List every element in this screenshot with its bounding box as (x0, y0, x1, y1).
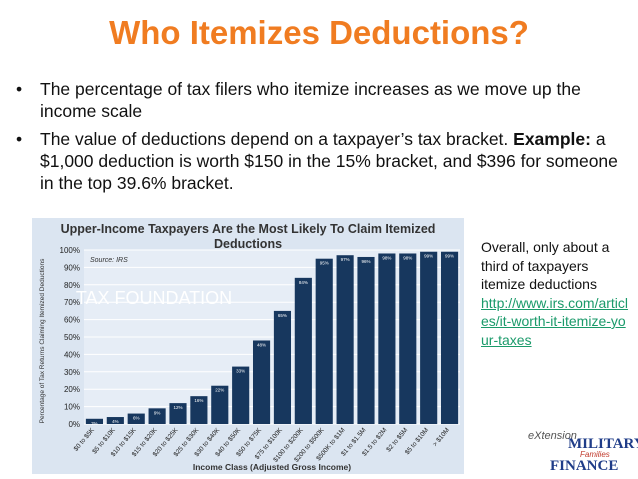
bar (315, 258, 333, 424)
bullet-text: a $1,000 deduction is worth $150 in the … (40, 129, 618, 193)
bar (252, 340, 271, 424)
y-tick-label: 0% (68, 420, 80, 429)
bar (294, 277, 312, 424)
page-title: Who Itemizes Deductions? (109, 14, 529, 51)
y-tick-label: 30% (64, 368, 80, 377)
side-note: Overall, only about a third of taxpayers… (481, 238, 631, 349)
bar-value-label: 6% (133, 416, 140, 421)
bullet-text: The value of deductions depend on a taxp… (40, 129, 509, 149)
bar (169, 403, 187, 424)
chart-panel: Upper-Income Taxpayers Are the Most Like… (32, 218, 464, 474)
bar-value-label: 33% (236, 369, 245, 374)
y-tick-label: 90% (64, 263, 80, 272)
logo-families: Families (580, 450, 610, 459)
bullet-item: • The value of deductions depend on a ta… (16, 128, 626, 194)
bar-chart: Source: IRS TAX FOUNDATION 0% 10% 20% 30% 40% 5… (39, 246, 460, 472)
y-tick-label: 80% (64, 281, 80, 290)
bar-value-label: 16% (194, 398, 203, 403)
bar-value-label: 98% (403, 255, 412, 260)
y-tick-label: 10% (64, 403, 80, 412)
bar-value-label: 98% (382, 255, 391, 260)
bullet-text: The percentage of tax filers who itemize… (40, 79, 581, 121)
bullet-list: • The percentage of tax filers who itemi… (16, 78, 626, 200)
y-tick-label: 40% (64, 350, 80, 359)
bar-value-label: 95% (320, 261, 329, 266)
y-tick-label: 50% (64, 333, 80, 342)
y-tick-label: 100% (60, 246, 80, 255)
bullet-dot: • (16, 129, 23, 149)
chart-title: Upper-Income Taxpayers Are the Most Like… (60, 222, 436, 251)
bar (148, 408, 166, 424)
logo-extension: eXtension (528, 430, 577, 442)
y-tick-label: 60% (64, 316, 80, 325)
x-tick-label: > $10M (432, 427, 451, 448)
bullet-dot: • (16, 79, 23, 99)
bar-value-label: 12% (173, 405, 182, 410)
side-note-text: Overall, only about a third of taxpayers… (481, 239, 610, 292)
bar (399, 253, 417, 424)
bar (336, 255, 354, 424)
logo-military: MILITARY (568, 436, 638, 452)
bar-value-label: 9% (154, 410, 161, 415)
bar-value-label: 65% (278, 313, 287, 318)
bar (378, 253, 396, 424)
y-tick-label: 20% (64, 385, 80, 394)
irs-link[interactable]: http://www.irs.com/articles/it-worth-it-… (481, 294, 629, 348)
bar-value-label: 22% (215, 388, 224, 393)
bar (273, 310, 292, 424)
chart-source: Source: IRS (90, 257, 128, 264)
extension-military-finance-logo: eXtension MILITARY Families FINANCE (522, 420, 638, 476)
bar-value-label: 84% (299, 280, 308, 285)
example-label: Example: (513, 129, 591, 149)
y-tick-label: 70% (64, 298, 80, 307)
bar (440, 251, 459, 424)
bar-value-label: 4% (112, 419, 119, 424)
x-axis-label: Income Class (Adjusted Gross Income) (193, 462, 351, 472)
watermark-logo: TAX FOUNDATION (76, 288, 232, 308)
bar (106, 417, 124, 424)
logo-finance: FINANCE (550, 458, 619, 474)
bar-value-label: 48% (257, 342, 266, 347)
bar-value-label: 99% (424, 254, 433, 259)
bar-value-label: 3% (91, 421, 98, 426)
bar (232, 366, 250, 424)
bullet-item: • The percentage of tax filers who itemi… (16, 78, 626, 122)
bar (357, 256, 375, 424)
bar (190, 396, 208, 424)
bar (420, 251, 438, 424)
bar (85, 418, 104, 424)
bar-value-label: 99% (445, 254, 454, 259)
y-axis-label: Percentage of Tax Returns Claiming Itemi… (39, 258, 46, 423)
bar-value-label: 96% (361, 259, 370, 264)
bar (127, 413, 145, 424)
bar-value-label: 97% (341, 257, 350, 262)
bar (211, 385, 229, 424)
